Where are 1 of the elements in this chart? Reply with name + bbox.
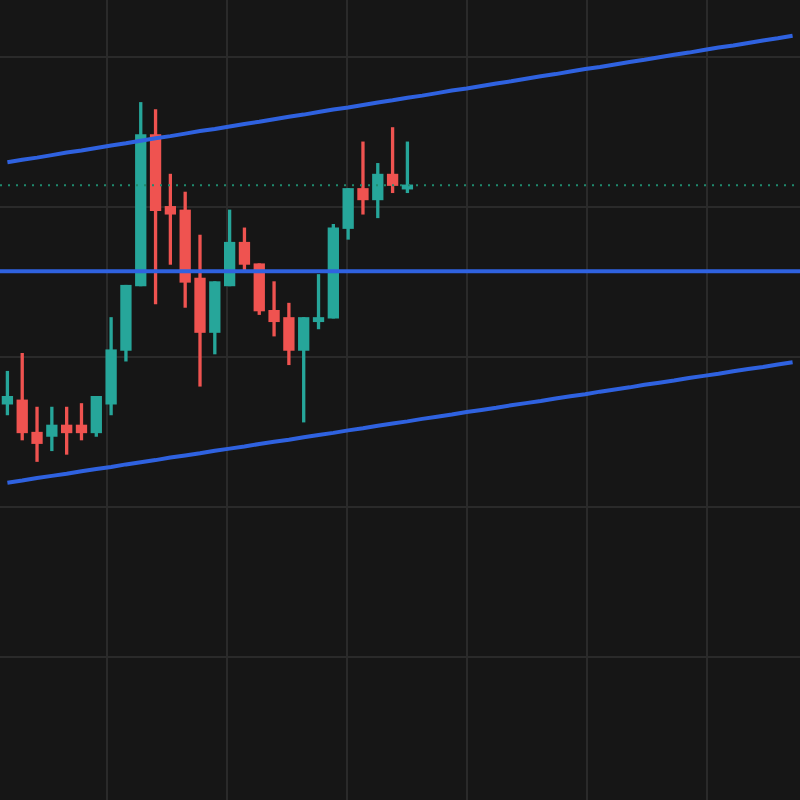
candlestick [357,141,369,215]
